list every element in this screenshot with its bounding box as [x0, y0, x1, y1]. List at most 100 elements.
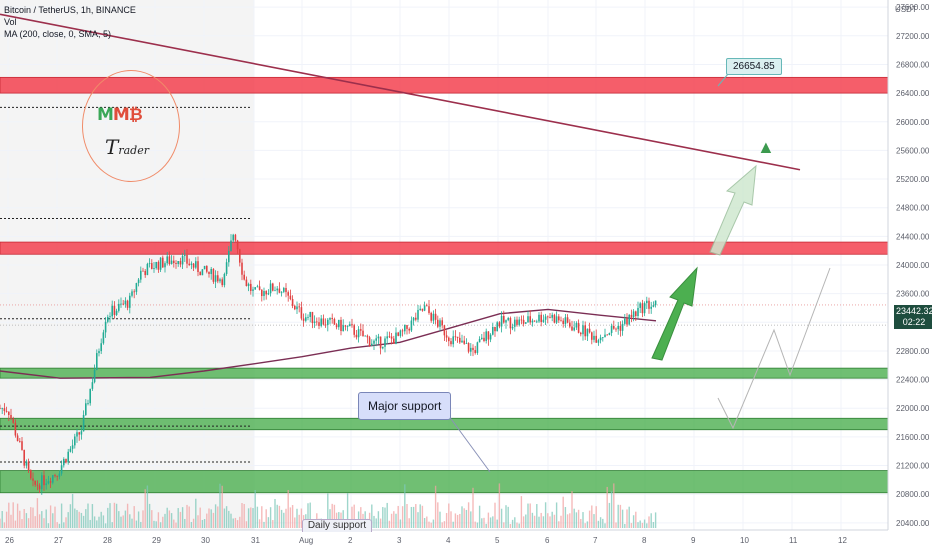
- volume-bar: [461, 506, 463, 528]
- volume-bar: [58, 523, 61, 528]
- up-arrow-faded[interactable]: [709, 164, 757, 256]
- candle-body: [276, 288, 278, 291]
- candle-body: [395, 332, 397, 344]
- candle-body: [159, 257, 162, 270]
- major-support-callout[interactable]: Major support: [358, 392, 452, 420]
- volume-bar: [188, 506, 190, 528]
- projection-line[interactable]: [717, 267, 831, 430]
- candle-body: [300, 307, 303, 319]
- candle-body: [247, 283, 250, 287]
- up-arrow-solid[interactable]: [651, 266, 698, 361]
- candle-body: [296, 306, 298, 310]
- volume-bar: [98, 516, 100, 528]
- candle-body: [450, 341, 452, 345]
- candle-body: [434, 313, 437, 320]
- volume-bar: [168, 510, 171, 528]
- candle-body: [338, 319, 340, 328]
- volume-bar: [588, 510, 591, 528]
- volume-bar: [507, 506, 509, 528]
- volume-bar: [217, 506, 219, 528]
- volume-bar: [197, 515, 199, 528]
- volume-bar: [635, 511, 637, 528]
- daily-support-label[interactable]: Daily support: [302, 519, 372, 532]
- y-tick-label: 26400.00: [896, 89, 930, 98]
- candle-body: [305, 317, 307, 321]
- volume-bar: [329, 509, 331, 528]
- volume-bar: [151, 510, 153, 528]
- volume-bar: [533, 515, 536, 528]
- volume-bar: [25, 513, 28, 528]
- symbol-title[interactable]: Bitcoin / TetherUS, 1h, BINANCE: [4, 5, 136, 15]
- y-tick-label: 22000.00: [896, 404, 930, 413]
- volume-bar: [401, 506, 404, 528]
- volume-bar: [641, 522, 644, 528]
- candle-body: [175, 263, 177, 264]
- volume-bar: [89, 519, 91, 528]
- volume-bar: [331, 503, 333, 528]
- candle-body: [639, 303, 641, 308]
- volume-bar: [1, 511, 3, 528]
- x-tick-label: 29: [152, 536, 161, 545]
- candle-body: [547, 316, 549, 318]
- candle-body: [181, 255, 184, 265]
- volume-bar: [243, 503, 245, 528]
- volume-bar: [8, 502, 10, 528]
- candle-body: [588, 328, 591, 333]
- candle-body: [344, 325, 347, 327]
- volume-bar: [164, 513, 166, 528]
- candle-body: [606, 334, 608, 336]
- volume-bar: [104, 523, 107, 528]
- volume-indicator-label[interactable]: Vol: [4, 17, 17, 27]
- candle-body: [349, 324, 351, 327]
- volume-bar: [309, 502, 311, 528]
- volume-bar: [463, 508, 465, 528]
- volume-bar: [12, 502, 14, 528]
- candle-body: [56, 475, 58, 477]
- candle-body: [421, 308, 424, 311]
- volume-bar: [56, 522, 58, 528]
- candle-body: [206, 265, 208, 272]
- candle-body: [252, 289, 254, 291]
- candle-body: [507, 317, 509, 321]
- target-price-label[interactable]: 26654.85: [726, 58, 782, 75]
- volume-bar: [181, 507, 184, 528]
- candle-body: [571, 326, 573, 331]
- candle-body: [309, 311, 311, 318]
- candle-body: [60, 465, 63, 474]
- volume-bar: [254, 489, 256, 528]
- volume-bar: [353, 504, 355, 528]
- candle-body: [575, 323, 578, 328]
- volume-bar: [531, 512, 534, 528]
- candle-body: [8, 411, 10, 415]
- volume-bar: [287, 489, 289, 528]
- price-axis[interactable]: [888, 0, 932, 550]
- volume-bar: [478, 505, 481, 528]
- candle-body: [197, 261, 199, 273]
- volume-bar: [36, 498, 39, 528]
- volume-bars: [0, 483, 657, 528]
- candle-body: [406, 325, 408, 329]
- candle-body: [500, 316, 503, 327]
- volume-bar: [278, 505, 281, 528]
- volume-bar: [459, 513, 461, 528]
- trendline[interactable]: [0, 13, 801, 171]
- volume-bar: [373, 515, 375, 528]
- x-tick-label: 26: [5, 536, 14, 545]
- candle-body: [386, 336, 388, 339]
- volume-bar: [129, 514, 131, 528]
- volume-bar: [626, 509, 628, 528]
- volume-bar: [225, 506, 228, 528]
- candle-body: [610, 325, 613, 333]
- volume-bar: [586, 521, 589, 528]
- volume-bar: [115, 503, 118, 528]
- support-zone: [0, 470, 889, 494]
- candle-body: [164, 263, 166, 268]
- volume-bar: [234, 517, 237, 528]
- ma-indicator-label[interactable]: MA (200, close, 0, SMA, 5): [4, 29, 112, 39]
- candle-body: [49, 481, 52, 483]
- x-tick-label: 2: [348, 536, 353, 545]
- candle-body: [236, 240, 239, 250]
- volume-bar: [219, 483, 221, 528]
- candle-body: [177, 261, 179, 264]
- time-axis[interactable]: [0, 530, 888, 550]
